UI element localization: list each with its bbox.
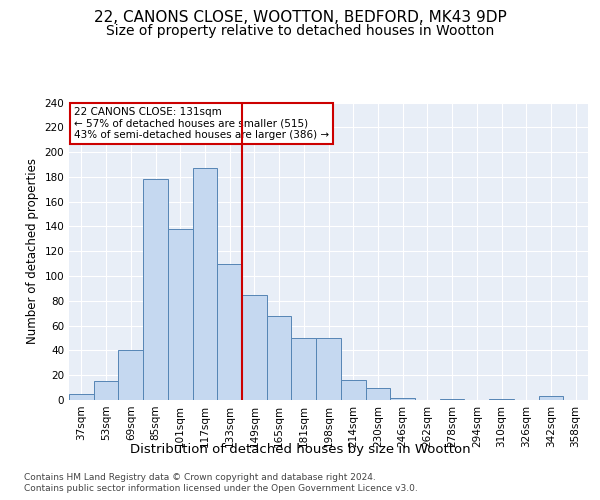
Bar — [341, 380, 365, 400]
Bar — [94, 382, 118, 400]
Bar — [143, 180, 168, 400]
Bar — [365, 388, 390, 400]
Bar — [217, 264, 242, 400]
Bar — [242, 294, 267, 400]
Bar — [292, 338, 316, 400]
Bar — [539, 396, 563, 400]
Text: Contains public sector information licensed under the Open Government Licence v3: Contains public sector information licen… — [24, 484, 418, 493]
Bar — [168, 229, 193, 400]
Bar — [69, 394, 94, 400]
Bar — [316, 338, 341, 400]
Text: Contains HM Land Registry data © Crown copyright and database right 2024.: Contains HM Land Registry data © Crown c… — [24, 472, 376, 482]
Text: 22, CANONS CLOSE, WOOTTON, BEDFORD, MK43 9DP: 22, CANONS CLOSE, WOOTTON, BEDFORD, MK43… — [94, 10, 506, 25]
Y-axis label: Number of detached properties: Number of detached properties — [26, 158, 39, 344]
Bar — [390, 398, 415, 400]
Bar — [489, 399, 514, 400]
Text: 22 CANONS CLOSE: 131sqm
← 57% of detached houses are smaller (515)
43% of semi-d: 22 CANONS CLOSE: 131sqm ← 57% of detache… — [74, 107, 329, 140]
Bar — [440, 399, 464, 400]
Text: Distribution of detached houses by size in Wootton: Distribution of detached houses by size … — [130, 442, 470, 456]
Bar — [118, 350, 143, 400]
Bar — [267, 316, 292, 400]
Bar — [193, 168, 217, 400]
Text: Size of property relative to detached houses in Wootton: Size of property relative to detached ho… — [106, 24, 494, 38]
